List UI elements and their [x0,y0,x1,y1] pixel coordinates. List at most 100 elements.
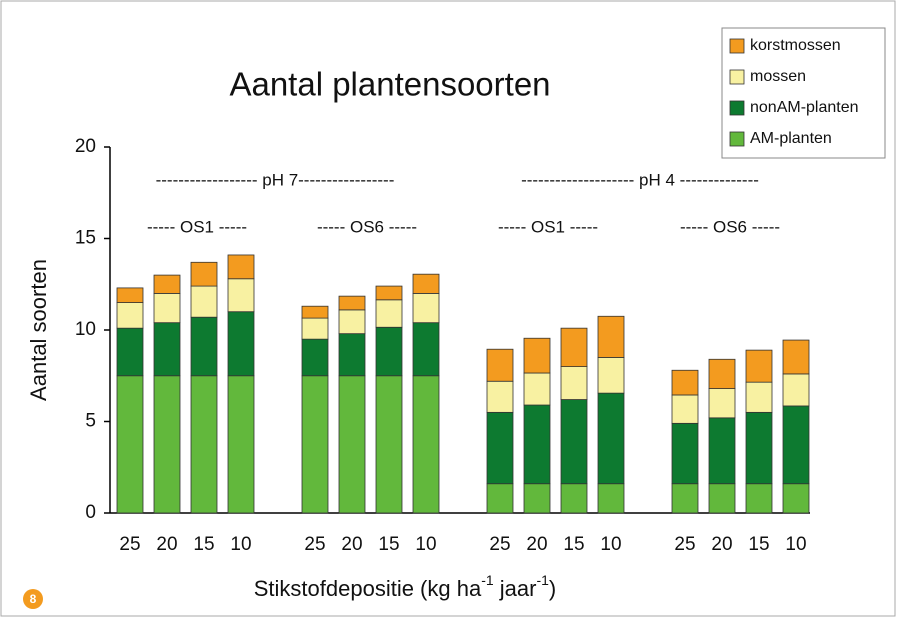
annotation: ----- OS1 ----- [147,217,247,236]
bar-segment [523,337,551,374]
bar-segment [560,366,588,400]
bar-segment [338,333,366,377]
bar-segment [301,375,329,514]
legend-swatch [729,69,745,85]
x-tick-label: 15 [748,534,769,555]
bar-segment [782,405,810,485]
x-tick-label: 15 [193,534,214,555]
x-tick-label: 20 [341,534,362,555]
bar-segment [227,278,255,313]
legend-label: nonAM-planten [750,99,859,116]
bar-segment [375,326,403,377]
bar-segment [523,483,551,514]
bar-segment [708,358,736,389]
bar-segment [486,411,514,485]
legend-swatch [729,38,745,54]
bar-segment [745,483,773,514]
legend-label: korstmossen [750,37,841,54]
x-axis-label-part: ) [549,576,556,601]
bar-segment [597,357,625,394]
legend [721,27,886,159]
bar-segment [560,399,588,485]
bar-segment [338,375,366,514]
annotation: -------------------- pH 4 -------------- [521,170,759,189]
bar-segment [338,309,366,335]
bar-segment [412,375,440,514]
bar-segment [190,285,218,318]
bar-segment [375,299,403,328]
x-tick-label: 15 [378,534,399,555]
bar-segment [671,369,699,396]
bar-segment [560,483,588,514]
x-axis-label: Stikstofdepositie (kg ha-1 jaar-1) [254,572,557,601]
x-tick-label: 25 [489,534,510,555]
bar-segment [375,285,403,301]
bar-segment [745,349,773,383]
x-tick-label: 15 [563,534,584,555]
x-tick-label: 20 [526,534,547,555]
bar-segment [560,327,588,368]
x-tick-label: 10 [230,534,251,555]
y-tick-label: 5 [85,411,96,432]
bar-segment [412,292,440,324]
bar-segment [412,322,440,377]
bar-segment [523,404,551,485]
legend-swatch [729,100,745,116]
bar-segment [782,373,810,407]
bar-segment [116,327,144,377]
bar-segment [227,311,255,377]
x-axis-label-part: -1 [481,572,494,588]
bar-segment [671,422,699,485]
y-tick-label: 15 [75,228,96,249]
x-tick-label: 10 [785,534,806,555]
bar-segment [745,381,773,413]
x-tick-label: 25 [119,534,140,555]
x-tick-label: 10 [415,534,436,555]
bar-segment [153,375,181,514]
bar-segment [153,274,181,294]
y-tick-label: 10 [75,319,96,340]
bar-segment [227,375,255,514]
bar-segment [190,316,218,377]
bar-segment [190,375,218,514]
bar-segment [597,392,625,485]
x-tick-label: 25 [674,534,695,555]
x-tick-label: 20 [711,534,732,555]
bar-segment [708,388,736,419]
annotation: ----- OS6 ----- [317,217,417,236]
bar-segment [597,315,625,358]
bar-segment [782,483,810,514]
x-tick-label: 20 [156,534,177,555]
legend-swatch [729,131,745,147]
bar-segment [671,394,699,424]
badge: 8 [30,592,37,606]
chart-title: Aantal plantensoorten [229,66,550,103]
x-axis-label-part: jaar [494,576,537,601]
bar-segment [153,292,181,324]
bar-segment [301,338,329,377]
bar-segment [190,261,218,287]
bar-segment [486,483,514,514]
y-tick-label: 20 [75,136,96,157]
bar-segment [486,348,514,382]
bar-segment [227,254,255,280]
bar-segment [116,287,144,303]
y-tick-label: 0 [85,502,96,523]
annotation: ----- OS1 ----- [498,217,598,236]
bar-segment [671,483,699,514]
bar-segment [597,483,625,514]
bar-segment [338,295,366,311]
bar-segment [375,375,403,514]
y-axis-label: Aantal soorten [26,259,51,401]
bar-segment [782,339,810,375]
bar-segment [523,372,551,406]
x-axis-label-part: -1 [536,572,549,588]
bar-segment [301,305,329,319]
annotation: ----- OS6 ----- [680,217,780,236]
x-tick-label: 25 [304,534,325,555]
bar-segment [301,317,329,340]
legend-label: AM-planten [750,130,832,147]
bar-segment [708,417,736,485]
